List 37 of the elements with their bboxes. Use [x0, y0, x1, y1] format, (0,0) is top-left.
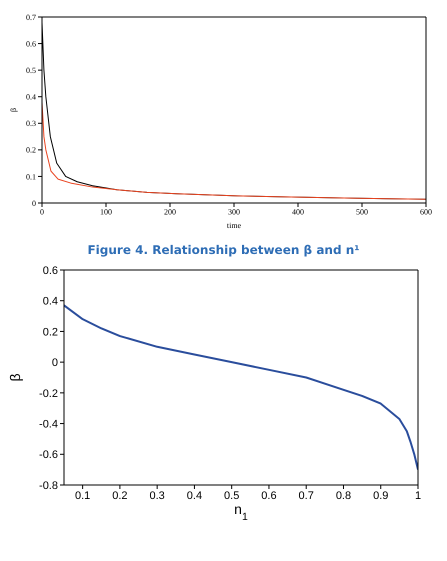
- x-tick-label: 200: [164, 208, 176, 217]
- y-tick-label: -0.8: [39, 480, 58, 492]
- x-tick-label: 0.1: [74, 490, 90, 502]
- y-tick-label: -0.4: [39, 418, 58, 430]
- y-tick-label: 0.3: [26, 119, 36, 128]
- x-tick-label: 1: [414, 490, 422, 502]
- x-tick-label: 0.6: [261, 490, 277, 502]
- x-tick-label: 0.5: [224, 490, 240, 502]
- x-tick-label: 100: [100, 208, 112, 217]
- y-tick-label: 0.2: [26, 146, 36, 155]
- y-tick-label: 0.4: [42, 296, 58, 308]
- y-tick-label: 0.4: [26, 92, 36, 102]
- y-tick-label: 0.1: [26, 172, 36, 182]
- chart-title: Figure 4. Relationship between β and n¹: [86, 243, 361, 257]
- y-tick-label: 0.5: [26, 66, 36, 75]
- x-axis-title: time: [226, 221, 242, 230]
- y-tick-label: 0.2: [42, 326, 58, 338]
- x-tick-label: 0.8: [336, 490, 352, 502]
- y-tick-label: 0.6: [26, 39, 36, 48]
- x-tick-label: 0.2: [112, 490, 128, 502]
- y-tick-label: -0.2: [39, 388, 58, 400]
- y-tick-label: 0: [32, 198, 36, 208]
- x-tick-label: 0.4: [186, 490, 202, 502]
- y-tick-label: 0: [52, 357, 58, 370]
- y-tick-label: 0.6: [42, 264, 58, 277]
- x-tick-label: 0.3: [150, 490, 165, 502]
- y-tick-label: 0.7: [26, 12, 36, 22]
- x-tick-label: 0.7: [298, 490, 314, 502]
- x-tick-label: 300: [228, 208, 240, 217]
- x-axis-title: n$_{1}$: [234, 501, 248, 523]
- y-axis-title: β: [7, 373, 23, 382]
- y-tick-label: -0.6: [39, 449, 58, 462]
- x-tick-label: 500: [356, 208, 368, 217]
- x-tick-label: 400: [292, 208, 304, 217]
- x-tick-label: 600: [420, 208, 432, 217]
- x-tick-label: 0.9: [373, 490, 388, 502]
- y-axis-title: β: [9, 108, 18, 112]
